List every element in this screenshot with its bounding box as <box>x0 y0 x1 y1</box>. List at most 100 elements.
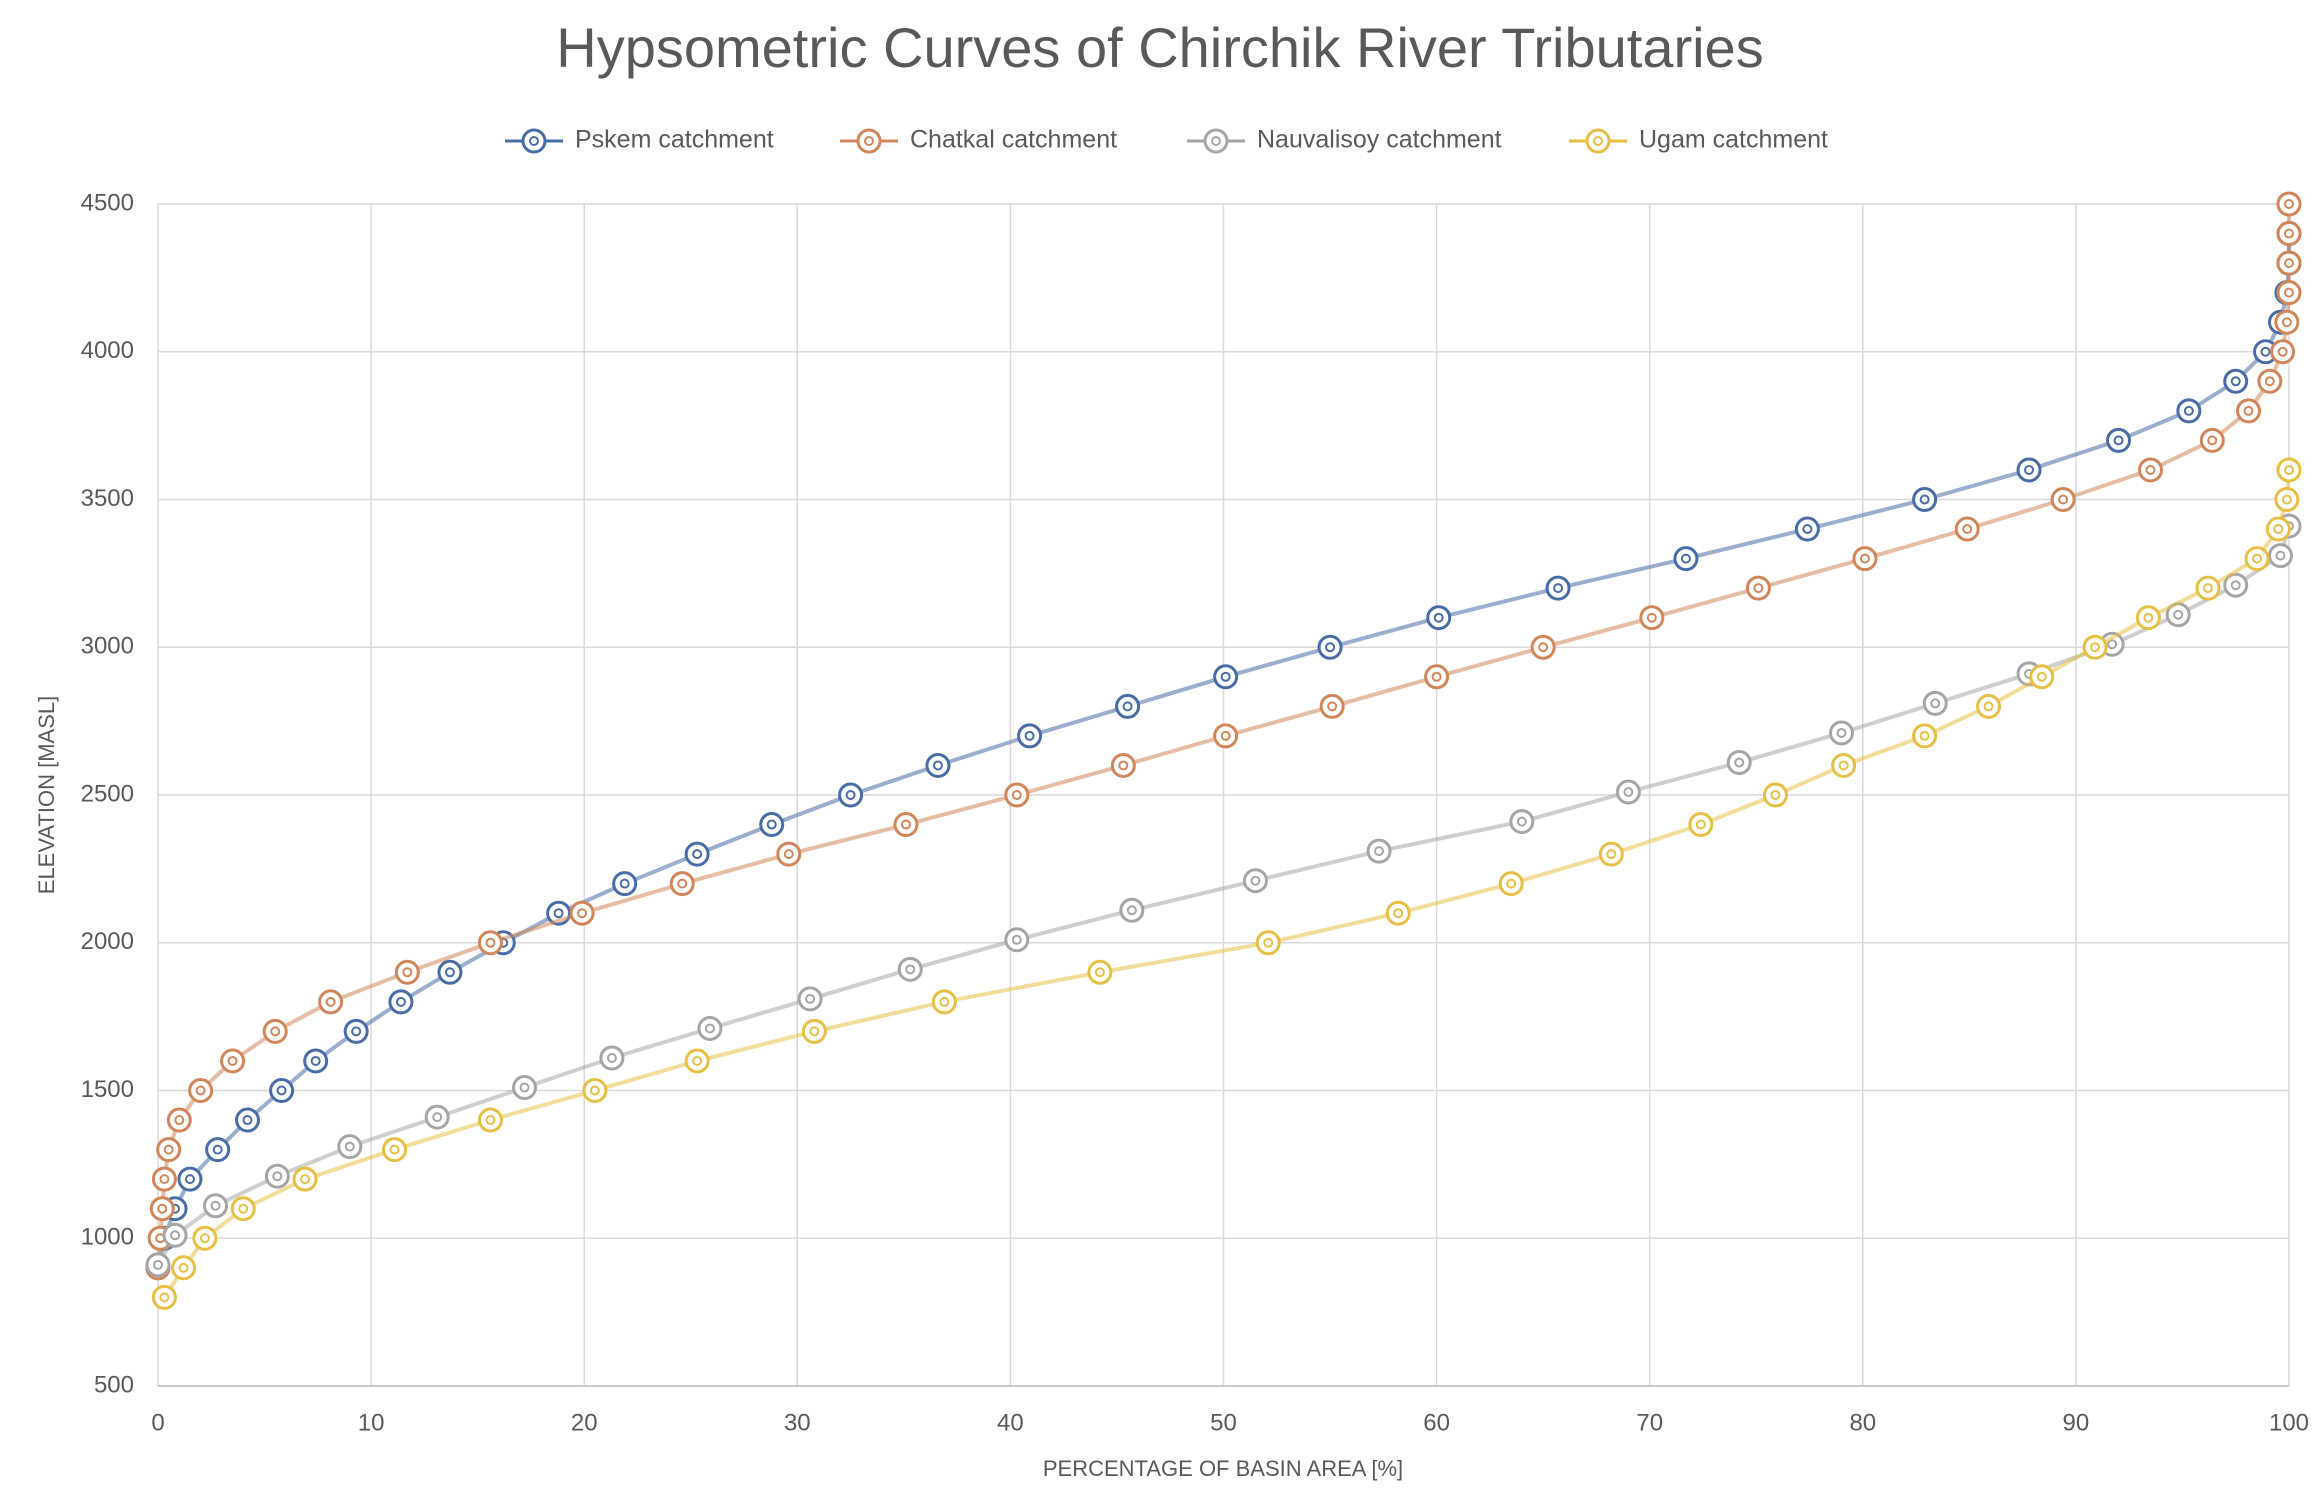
x-tick-label: 40 <box>997 1409 1024 1436</box>
marker-center <box>1930 698 1941 709</box>
marker-center <box>212 1144 223 1155</box>
y-tick-label: 2000 <box>81 928 134 955</box>
marker-center <box>2230 580 2241 591</box>
marker-center <box>485 1115 496 1126</box>
data-point <box>177 1166 203 1192</box>
data-point <box>192 1225 218 1251</box>
y-tick-label: 1000 <box>81 1224 134 1251</box>
data-point <box>669 871 695 897</box>
marker-center <box>163 1144 174 1155</box>
data-point <box>151 1166 177 1192</box>
data-point <box>2106 427 2132 453</box>
data-point <box>838 782 864 808</box>
data-point <box>2267 543 2293 569</box>
marker-center <box>1263 937 1274 948</box>
series <box>145 191 2302 1281</box>
x-tick-label: 100 <box>2269 1409 2309 1436</box>
marker-center <box>1983 701 1994 712</box>
data-point <box>684 841 710 867</box>
x-tick-label: 60 <box>1423 1409 1450 1436</box>
legend-label: Ugam catchment <box>1639 126 1828 154</box>
data-point <box>220 1048 246 1074</box>
marker-center <box>389 1144 400 1155</box>
marker-center <box>1327 701 1338 712</box>
marker-center <box>2273 524 2284 535</box>
marker-center <box>2243 405 2254 416</box>
data-point <box>382 1137 408 1163</box>
data-point <box>1509 809 1535 835</box>
data-point <box>2082 634 2108 660</box>
data-point <box>925 752 951 778</box>
marker-center <box>1506 878 1517 889</box>
marker-center <box>199 1233 210 1244</box>
data-point <box>612 871 638 897</box>
data-point <box>569 900 595 926</box>
marker-center <box>692 849 703 860</box>
marker-center <box>606 1052 617 1063</box>
marker-center <box>2107 639 2118 650</box>
legend-marker <box>856 128 882 154</box>
marker-center <box>184 1174 195 1185</box>
data-point <box>2223 368 2249 394</box>
marker-center <box>766 819 777 830</box>
marker-center <box>485 937 496 948</box>
data-point <box>2270 339 2296 365</box>
data-point <box>151 1284 177 1310</box>
data-point <box>1319 693 1345 719</box>
data-point <box>2276 457 2302 483</box>
x-tick-label: 90 <box>2063 1409 2090 1436</box>
marker-center <box>2183 405 2194 416</box>
data-point <box>893 812 919 838</box>
data-point <box>343 1018 369 1044</box>
marker-center <box>2277 346 2288 357</box>
x-tick-label: 70 <box>1636 1409 1663 1436</box>
data-point <box>2016 457 2042 483</box>
data-point <box>1242 868 1268 894</box>
data-point <box>203 1193 229 1219</box>
data-point <box>262 1018 288 1044</box>
data-point <box>188 1078 214 1103</box>
data-point <box>599 1045 625 1071</box>
marker-center <box>2284 464 2294 475</box>
marker-center <box>1838 760 1849 771</box>
y-axis-label: ELEVATION [MASL] <box>34 696 59 894</box>
data-point <box>337 1134 363 1160</box>
marker-center <box>2281 317 2292 328</box>
marker-center <box>704 1023 715 1034</box>
marker-center <box>2284 199 2294 209</box>
data-point <box>230 1196 256 1222</box>
marker-center <box>1836 727 1847 738</box>
marker-center <box>1516 816 1527 827</box>
marker-center <box>1695 819 1706 830</box>
marker-center <box>1770 790 1781 800</box>
data-point <box>1545 575 1571 601</box>
marker-center <box>174 1115 185 1126</box>
chart-title: Hypsometric Curves of Chirchik River Tri… <box>556 16 1763 79</box>
series <box>151 457 2302 1310</box>
marker-center <box>2207 435 2218 446</box>
data-point <box>1745 575 1771 601</box>
data-point <box>1831 752 1857 778</box>
marker-center <box>932 760 943 771</box>
data-point <box>2199 427 2225 453</box>
data-point <box>318 989 344 1015</box>
data-point <box>1598 841 1624 867</box>
marker-center <box>1593 136 1603 146</box>
data-point <box>394 959 420 985</box>
marker-center <box>1431 671 1442 682</box>
data-point <box>1110 752 1136 778</box>
data-point <box>2276 280 2302 306</box>
data-point <box>2029 664 2055 690</box>
data-point <box>1119 897 1145 923</box>
legend-marker <box>521 128 547 154</box>
data-point <box>2244 546 2270 572</box>
marker-center <box>272 1171 283 1182</box>
legend-label: Nauvalisoy catchment <box>1257 126 1502 154</box>
legend-label: Chatkal catchment <box>910 126 1117 154</box>
data-point <box>1726 749 1752 775</box>
marker-center <box>2203 583 2214 594</box>
marker-center <box>170 1230 181 1241</box>
x-tick-label: 0 <box>151 1409 164 1436</box>
data-point <box>1762 782 1788 808</box>
